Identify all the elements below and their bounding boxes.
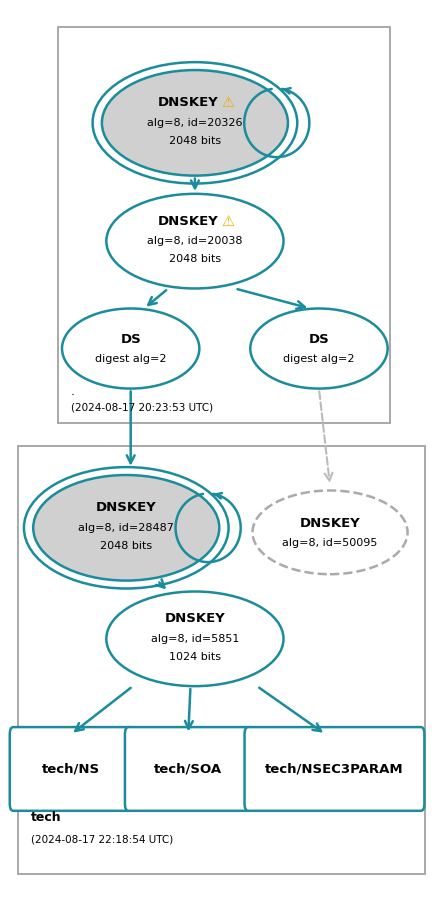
Text: 2048 bits: 2048 bits xyxy=(169,136,221,146)
Ellipse shape xyxy=(33,475,219,581)
Text: alg=8, id=5851: alg=8, id=5851 xyxy=(151,634,239,643)
Bar xyxy=(58,27,390,423)
Text: alg=8, id=28487: alg=8, id=28487 xyxy=(78,523,174,532)
FancyBboxPatch shape xyxy=(10,727,132,811)
Text: DNSKEY: DNSKEY xyxy=(158,96,219,109)
Bar xyxy=(18,446,425,874)
Text: tech/NSEC3PARAM: tech/NSEC3PARAM xyxy=(265,763,404,775)
Text: alg=8, id=50095: alg=8, id=50095 xyxy=(282,539,378,548)
Text: 2048 bits: 2048 bits xyxy=(100,541,152,551)
Text: DNSKEY: DNSKEY xyxy=(164,612,225,625)
Ellipse shape xyxy=(106,194,284,288)
Ellipse shape xyxy=(250,308,388,389)
Text: ⚠: ⚠ xyxy=(222,214,235,228)
Text: 1024 bits: 1024 bits xyxy=(169,652,221,662)
Ellipse shape xyxy=(253,490,408,574)
Text: DNSKEY: DNSKEY xyxy=(299,517,361,530)
Text: tech/NS: tech/NS xyxy=(42,763,100,775)
FancyBboxPatch shape xyxy=(245,727,424,811)
Text: alg=8, id=20326: alg=8, id=20326 xyxy=(147,118,243,127)
Text: digest alg=2: digest alg=2 xyxy=(283,355,355,364)
Text: 2048 bits: 2048 bits xyxy=(169,255,221,264)
Text: digest alg=2: digest alg=2 xyxy=(95,355,167,364)
Ellipse shape xyxy=(102,70,288,176)
Text: ⚠: ⚠ xyxy=(222,96,235,110)
Text: (2024-08-17 20:23:53 UTC): (2024-08-17 20:23:53 UTC) xyxy=(71,402,213,412)
Ellipse shape xyxy=(62,308,199,389)
Text: (2024-08-17 22:18:54 UTC): (2024-08-17 22:18:54 UTC) xyxy=(31,834,173,844)
Text: tech: tech xyxy=(31,811,62,824)
Text: DS: DS xyxy=(120,333,141,346)
Text: tech/SOA: tech/SOA xyxy=(154,763,222,775)
Text: DNSKEY: DNSKEY xyxy=(96,501,157,514)
Ellipse shape xyxy=(106,592,284,686)
Text: DNSKEY: DNSKEY xyxy=(158,215,219,228)
Text: alg=8, id=20038: alg=8, id=20038 xyxy=(147,237,243,246)
FancyBboxPatch shape xyxy=(125,727,252,811)
Text: .: . xyxy=(71,385,75,398)
Text: DS: DS xyxy=(309,333,329,346)
